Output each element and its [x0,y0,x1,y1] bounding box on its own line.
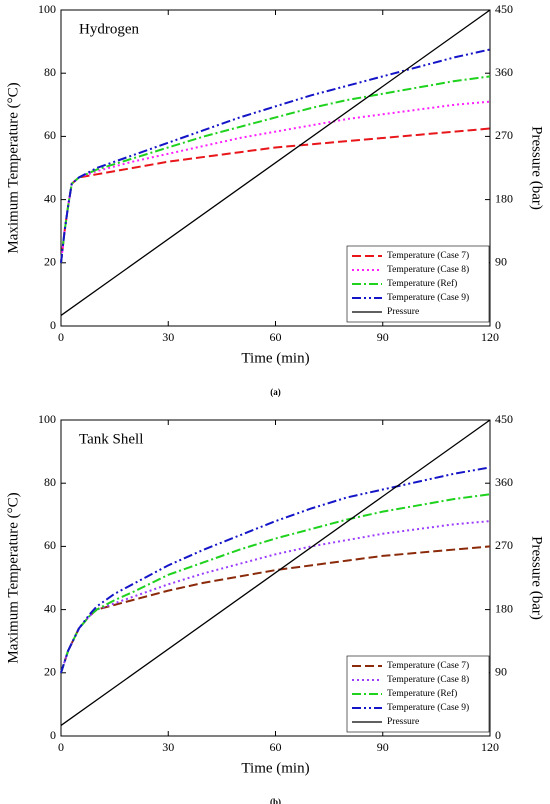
y2-tick-label: 360 [495,475,513,489]
y2-tick-label: 450 [495,412,513,426]
legend-label: Temperature (Case 8) [387,264,469,275]
data-line [60,48,491,263]
x-tick-label: 30 [162,330,174,344]
x-tick-label: 90 [377,330,389,344]
legend-label: Temperature (Case 8) [387,674,469,685]
data-line [60,545,491,674]
y2-tick-label: 450 [495,2,513,16]
y2-axis-label: Pressure (bar) [529,126,545,210]
x-tick-label: 30 [162,740,174,754]
y2-tick-label: 0 [495,728,501,742]
y2-tick-label: 90 [495,665,507,679]
y2-tick-label: 270 [495,538,513,552]
caption: (a) [270,387,281,397]
x-tick-label: 120 [481,330,499,344]
data-line [60,520,491,674]
data-line [60,466,491,674]
data-line [60,9,491,316]
y-tick-label: 0 [50,728,56,742]
y-tick-label: 100 [38,412,56,426]
legend-label: Temperature (Case 9) [387,292,469,303]
y2-axis-label: Pressure (bar) [529,536,545,620]
x-tick-label: 90 [377,740,389,754]
y-axis-label: Maximum Temperature (°C) [5,492,21,663]
x-axis-label: Time (min) [241,760,309,776]
y2-tick-label: 0 [495,318,501,332]
y-tick-label: 40 [44,601,56,615]
legend-label: Temperature (Ref) [387,688,457,699]
x-tick-label: 0 [58,330,64,344]
caption: (b) [270,797,281,804]
y-tick-label: 0 [50,318,56,332]
data-line [60,419,491,726]
y2-tick-label: 270 [495,128,513,142]
legend-label: Temperature (Case 7) [387,250,469,261]
y-tick-label: 100 [38,2,56,16]
x-tick-label: 60 [270,330,282,344]
legend-label: Temperature (Case 9) [387,702,469,713]
y2-tick-label: 180 [495,601,513,615]
x-tick-label: 0 [58,740,64,754]
legend-label: Pressure [387,307,419,317]
y-tick-label: 80 [44,475,56,489]
chart-panel: 0 30 60 90 120020406080100090180270360450Tim… [5,412,544,804]
x-axis-label: Time (min) [241,350,309,366]
annotation: Hydrogen [79,21,139,37]
legend-label: Temperature (Case 7) [387,660,469,671]
data-line [60,100,491,263]
y2-tick-label: 90 [495,255,507,269]
legend-label: Temperature (Ref) [387,278,457,289]
y-tick-label: 80 [44,65,56,79]
annotation: Tank Shell [79,431,143,447]
y-tick-label: 20 [44,665,56,679]
legend-label: Pressure [387,717,419,727]
y-tick-label: 60 [44,128,56,142]
data-line [60,493,491,674]
y2-tick-label: 360 [495,65,513,79]
chart-panel: 0 30 60 90 120020406080100090180270360450Tim… [5,2,544,397]
y-axis-label: Maximum Temperature (°C) [5,82,21,253]
y-tick-label: 60 [44,538,56,552]
data-line [60,127,491,263]
y-tick-label: 20 [44,255,56,269]
x-tick-label: 120 [481,740,499,754]
x-tick-label: 60 [270,740,282,754]
y2-tick-label: 180 [495,191,513,205]
y-tick-label: 40 [44,191,56,205]
